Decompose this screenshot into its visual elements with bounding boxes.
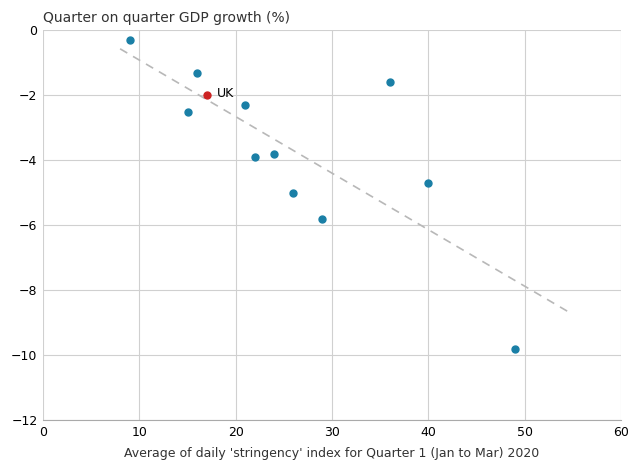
Point (289, 189, 299, 196)
Text: Quarter on quarter GDP growth (%): Quarter on quarter GDP growth (%) (43, 11, 290, 25)
Point (182, 108, 193, 115)
Point (423, 179, 433, 187)
Point (510, 345, 520, 352)
Point (192, 69, 202, 76)
Point (202, 91, 212, 99)
Text: UK: UK (216, 87, 234, 100)
Point (250, 153, 260, 161)
Point (125, 36, 135, 44)
Point (385, 79, 395, 86)
Point (269, 150, 279, 158)
Point (317, 215, 328, 222)
X-axis label: Average of daily 'stringency' index for Quarter 1 (Jan to Mar) 2020: Average of daily 'stringency' index for … (124, 447, 540, 460)
Point (240, 101, 250, 109)
